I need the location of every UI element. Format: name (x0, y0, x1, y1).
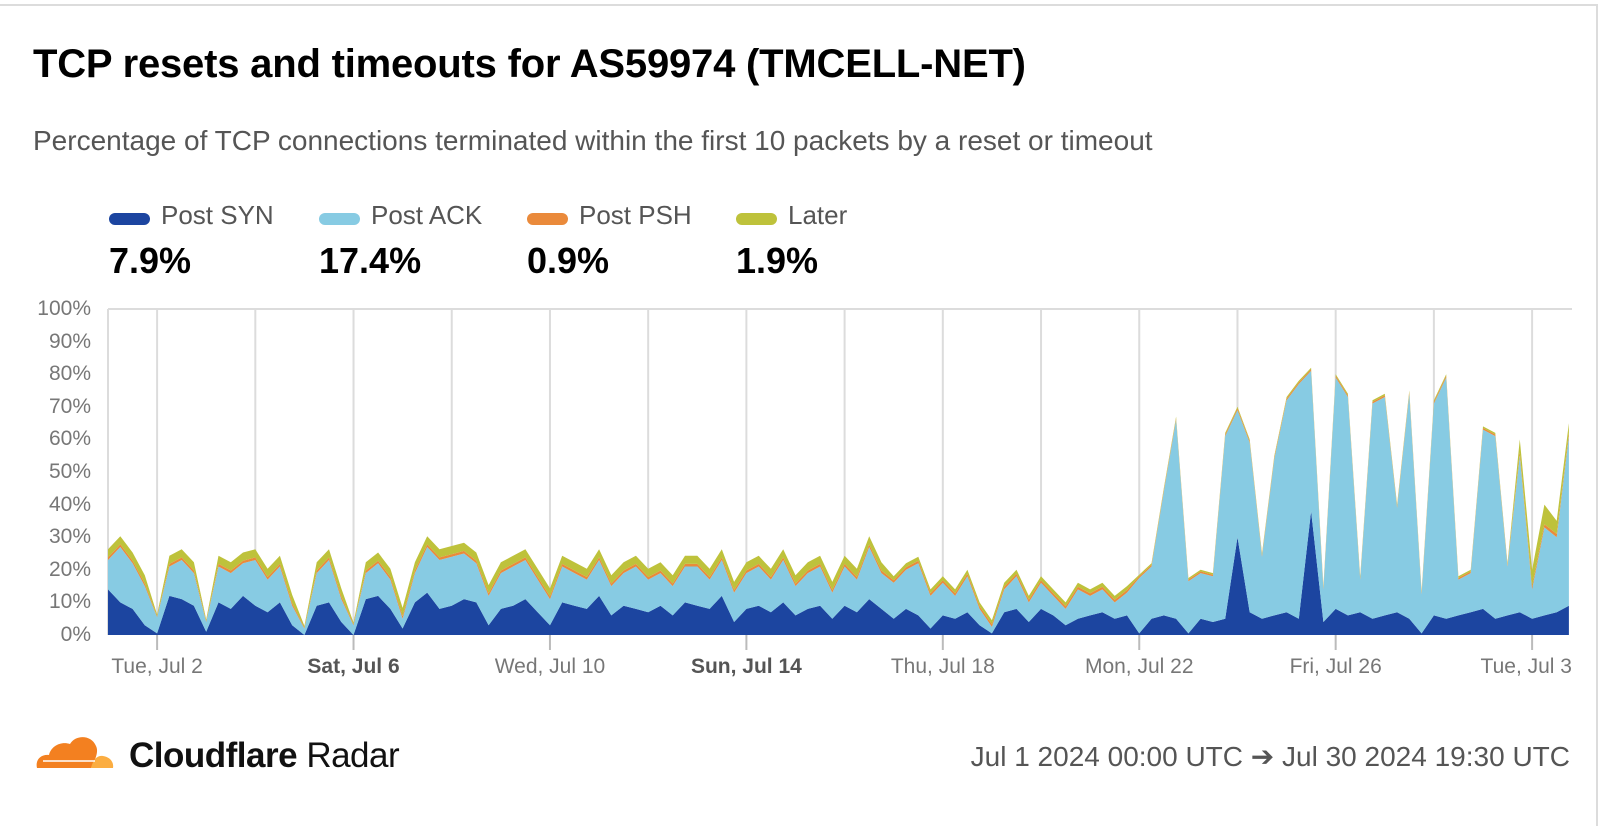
chart-card (0, 4, 1598, 826)
y-tick-label: 80% (48, 362, 91, 386)
x-tick-label: Fri, Jul 26 (1289, 655, 1382, 678)
legend-label: Post PSH (579, 200, 692, 230)
y-tick-label: 70% (48, 394, 91, 418)
chart-subtitle: Percentage of TCP connections terminated… (33, 125, 1153, 156)
legend-value: 0.9% (527, 240, 610, 281)
area-later (108, 367, 1569, 628)
legend-swatch-post-ack (319, 213, 360, 225)
x-tick-label: Mon, Jul 22 (1084, 655, 1194, 678)
y-tick-label: 40% (48, 492, 91, 516)
brand-name: Cloudflare Radar (129, 736, 400, 776)
x-axis-labels: Tue, Jul 2 Sat, Jul 6 Wed, Jul 10 Sun, J… (0, 655, 1572, 689)
y-tick-label: 90% (48, 329, 91, 353)
legend-swatch-post-psh (527, 213, 568, 225)
brand-bold: Cloudflare (129, 736, 298, 775)
area-post-syn (108, 511, 1569, 635)
y-tick-label: 100% (37, 297, 91, 320)
cloudflare-logo-icon (36, 737, 114, 768)
y-tick-label: 50% (48, 460, 91, 483)
legend-label: Later (788, 200, 848, 230)
legend-value: 7.9% (109, 240, 192, 281)
legend-value: 17.4% (319, 240, 422, 281)
page-title: TCP resets and timeouts for AS59974 (TMC… (33, 42, 1026, 86)
x-tick-label: Sat, Jul 6 (307, 655, 400, 678)
y-tick-label: 0% (60, 623, 91, 646)
x-tick-label: Tue, Jul 2 (111, 655, 203, 678)
x-tick-label: Wed, Jul 10 (494, 655, 606, 678)
stacked-area-chart[interactable] (0, 0, 1602, 804)
area-post-ack (108, 370, 1569, 635)
y-tick-label: 60% (48, 427, 91, 451)
legend-label: Post SYN (161, 200, 274, 230)
x-tick-label: Thu, Jul 18 (890, 655, 995, 678)
y-tick-label: 30% (48, 525, 91, 549)
brand-light: Radar (306, 736, 400, 775)
legend-swatch-post-syn (109, 213, 150, 225)
y-tick-label: 10% (48, 590, 91, 614)
x-tick-label: Tue, Jul 30 (1480, 655, 1572, 678)
legend-label: Post ACK (371, 200, 483, 230)
y-tick-label: 20% (48, 557, 91, 581)
legend-swatch-later (736, 213, 777, 225)
x-tick-label: Sun, Jul 14 (690, 655, 802, 678)
date-range: Jul 1 2024 00:00 UTC ➔ Jul 30 2024 19:30… (970, 741, 1570, 772)
legend-value: 1.9% (736, 240, 819, 281)
